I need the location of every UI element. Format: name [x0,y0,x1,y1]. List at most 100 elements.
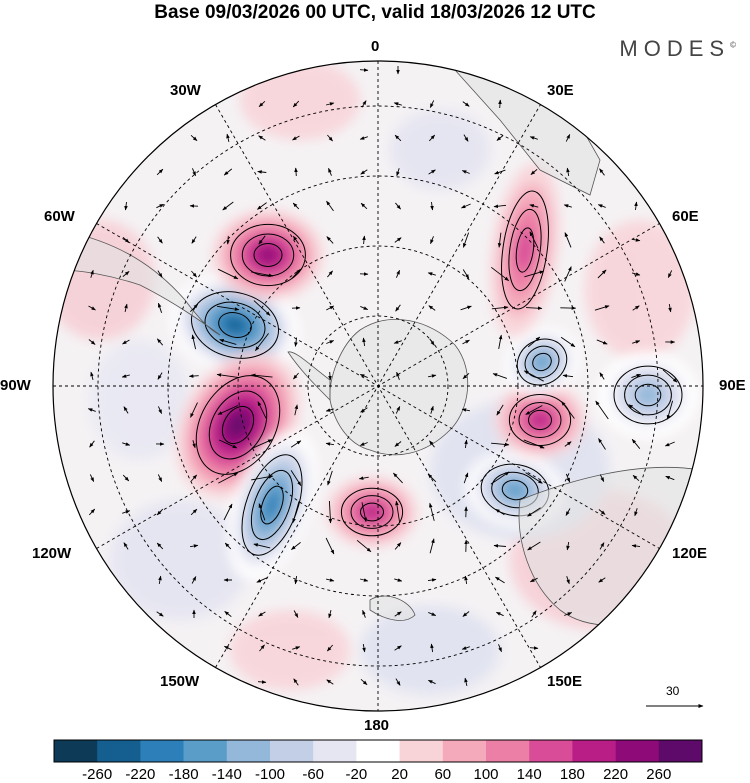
anomaly-contour [241,233,295,277]
colorbar-tick-label: -100 [254,766,286,783]
colorbar-swatch [226,740,271,762]
wind-vector [188,374,199,378]
wind-vector [529,646,539,650]
anomaly-contour [195,375,281,475]
colorbar-swatch [97,740,141,762]
colorbar-frame [53,739,703,763]
wind-vector [668,304,672,313]
wind-vector [294,404,299,416]
wind-vector [529,204,539,208]
map-title: Base 09/03/2026 00 UTC, valid 18/03/2026… [154,2,596,23]
wind-vector [327,470,333,486]
wind-vector [251,475,274,481]
wind-vector [565,473,571,483]
wind-vector [491,266,510,282]
wind-vector [562,374,574,378]
wind-vector [293,372,299,380]
wind-vector [634,201,638,211]
colorbar-tick-label: 60 [434,766,452,783]
wind-vector [325,102,335,106]
wind-vector [123,542,129,550]
wind-vector [530,169,538,175]
wind-vector [598,577,606,583]
brand-text: MODES [619,36,731,61]
wind-vector [219,338,237,345]
wind-vector [156,338,164,346]
wind-vector [157,302,163,313]
wind-vector [599,236,605,244]
wind-vector [192,440,196,449]
wind-vector [395,202,401,210]
wind-vector [158,575,162,584]
wind-vector [394,645,402,651]
wind-vector [294,337,298,347]
wind-vector [325,442,334,446]
wind-vector [122,339,130,345]
wind-vector [293,610,299,618]
colorbar-swatch [486,740,530,762]
anomaly-band [531,412,549,428]
wind-vector [190,474,198,482]
wind-vector [564,266,572,282]
wind-vector [595,400,609,420]
wind-vector [190,544,199,548]
wind-vector [527,541,541,551]
wind-vector [631,438,641,449]
anomaly-band [505,482,525,498]
wind-vector [122,510,131,514]
wind-vector [394,578,403,582]
wind-vector [563,204,572,208]
colorbar-tick-label: 260 [646,766,672,783]
anomaly-contour [350,495,394,529]
wind-vector [491,305,509,310]
wind-vector [498,99,502,109]
anomaly-contour [515,227,535,273]
wind-vector [427,473,437,483]
wind-vector [157,236,163,244]
wind-vector [89,440,95,448]
wind-vector [394,134,402,142]
colorbar-swatch [183,740,228,762]
wind-vector [564,612,573,616]
wind-vector [326,644,334,652]
colorbar-swatch [140,740,184,762]
wind-vector [634,508,638,517]
colorbar-tick-label: -220 [125,766,156,783]
wind-vector [523,439,545,449]
colorbar-swatch [615,740,660,762]
wind-vector [360,202,368,210]
wind-vector [529,136,538,140]
wind-vector [217,305,240,311]
anomaly-band [363,505,381,519]
wind-vector [122,271,130,277]
wind-vector [461,408,470,412]
wind-vector [292,100,300,108]
colorbar [53,739,703,763]
wind-vector [251,271,274,278]
wind-vector [121,374,130,378]
wind-vector [429,538,435,554]
wind-vector [328,167,332,176]
lon-label-0: 0 [371,38,380,55]
colorbar-swatch [270,740,314,762]
colorbar-swatch [54,740,98,762]
wind-vector [122,474,130,482]
anomaly-contour [634,383,662,407]
anomaly-contour [218,312,252,338]
wind-vector [428,374,437,378]
wind-vector [258,135,266,141]
anomaly-contour [340,487,404,537]
wind-vector [493,204,507,209]
wind-vector [664,441,675,447]
colorbar-tick-label: 100 [473,766,499,783]
wind-vector [325,578,335,582]
wind-vector [523,370,544,382]
lon-label-30w: 30W [170,82,201,99]
wind-vector [462,339,470,345]
wind-vector [189,303,199,313]
map-border [52,60,704,712]
wind-vector [460,305,472,311]
wind-vector [667,270,673,279]
wind-vector [356,539,372,553]
wind-vector [87,408,96,412]
